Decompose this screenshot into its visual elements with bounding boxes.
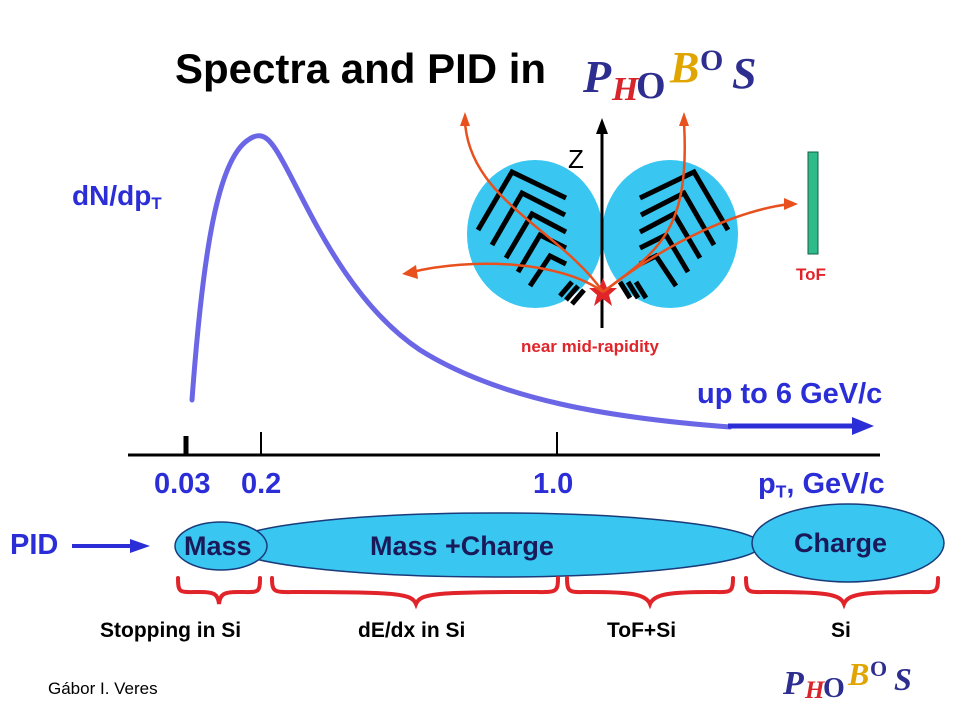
up-to-label: up to 6 GeV/c xyxy=(697,378,883,410)
tof-bar xyxy=(807,151,819,255)
method-dedx: dE/dx in Si xyxy=(358,619,466,642)
author-footer: Gábor I. Veres xyxy=(48,679,158,698)
svg-text:B: B xyxy=(847,656,869,692)
mass-charge-label: Mass +Charge xyxy=(370,531,554,561)
svg-text:O: O xyxy=(823,673,845,704)
charge-ellipse xyxy=(751,503,945,583)
svg-text:S: S xyxy=(894,661,912,697)
svg-text:O: O xyxy=(870,656,887,681)
tick-label-0-2: 0.2 xyxy=(241,468,282,500)
pid-label: PID xyxy=(10,529,59,561)
svg-text:P: P xyxy=(582,51,612,102)
detector-right-spectrometer xyxy=(602,160,738,308)
slide-title: Spectra and PID in xyxy=(175,45,547,92)
method-stopping: Stopping in Si xyxy=(100,619,242,642)
mass-label: Mass xyxy=(184,531,252,561)
y-axis-label: dN/dpT xyxy=(72,180,162,214)
tof-label: ToF xyxy=(796,265,826,284)
phobos-logo-top: P H O B O S xyxy=(582,43,756,108)
svg-text:O: O xyxy=(636,65,666,107)
detector-diagram xyxy=(402,112,819,328)
charge-label: Charge xyxy=(794,528,888,558)
method-si: Si xyxy=(831,619,851,642)
up-to-arrow xyxy=(728,417,874,435)
svg-text:O: O xyxy=(700,44,723,77)
mass-ellipse xyxy=(174,521,268,571)
brace-si xyxy=(744,576,940,610)
phobos-logo-bottom: P H O B O S xyxy=(782,656,912,704)
tick-label-0-03: 0.03 xyxy=(154,468,211,500)
brace-stopping xyxy=(176,576,262,605)
pid-arrow xyxy=(72,539,150,553)
method-braces xyxy=(176,576,940,610)
svg-text:H: H xyxy=(611,71,640,108)
svg-text:P: P xyxy=(782,665,804,702)
spectrum-curve xyxy=(189,133,733,430)
z-axis-label: Z xyxy=(568,144,584,174)
near-mid-rapidity-label: near mid-rapidity xyxy=(521,337,659,356)
x-axis-label: pT, GeV/c xyxy=(758,468,885,502)
z-axis-arrowhead xyxy=(596,118,608,134)
brace-dedx xyxy=(270,576,560,610)
tick-label-1-0: 1.0 xyxy=(533,468,574,500)
method-tof-si: ToF+Si xyxy=(607,619,677,642)
svg-text:S: S xyxy=(732,49,756,98)
svg-text:B: B xyxy=(669,43,699,92)
brace-tof xyxy=(565,576,735,610)
svg-text:H: H xyxy=(804,677,826,704)
